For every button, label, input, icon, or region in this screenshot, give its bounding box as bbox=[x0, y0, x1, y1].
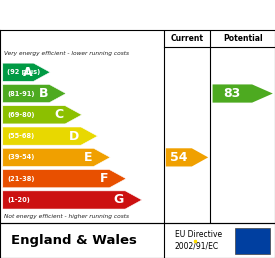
Text: 2002/91/EC: 2002/91/EC bbox=[175, 241, 219, 250]
Bar bbox=[235, 228, 270, 254]
Polygon shape bbox=[166, 148, 208, 166]
Text: B: B bbox=[39, 87, 48, 100]
Text: G: G bbox=[114, 194, 124, 206]
Polygon shape bbox=[3, 191, 142, 209]
Text: F: F bbox=[100, 172, 108, 185]
Text: Current: Current bbox=[170, 34, 204, 43]
Text: D: D bbox=[69, 130, 80, 143]
Text: (92 plus): (92 plus) bbox=[7, 69, 40, 75]
Text: Very energy efficient - lower running costs: Very energy efficient - lower running co… bbox=[4, 51, 129, 56]
Text: (1-20): (1-20) bbox=[7, 197, 30, 203]
Text: Not energy efficient - higher running costs: Not energy efficient - higher running co… bbox=[4, 214, 129, 219]
Text: 83: 83 bbox=[224, 87, 241, 100]
Polygon shape bbox=[3, 148, 110, 166]
Polygon shape bbox=[3, 127, 98, 145]
Polygon shape bbox=[213, 84, 273, 103]
Text: Potential: Potential bbox=[223, 34, 263, 43]
Text: (21-38): (21-38) bbox=[7, 176, 34, 182]
Text: E: E bbox=[84, 151, 92, 164]
Text: (69-80): (69-80) bbox=[7, 112, 34, 118]
Text: (39-54): (39-54) bbox=[7, 154, 34, 160]
Text: England & Wales: England & Wales bbox=[11, 234, 137, 247]
Text: A: A bbox=[23, 66, 32, 79]
Polygon shape bbox=[3, 170, 126, 188]
Text: 54: 54 bbox=[170, 151, 188, 164]
Text: (55-68): (55-68) bbox=[7, 133, 34, 139]
Text: Energy Efficiency Rating: Energy Efficiency Rating bbox=[8, 7, 210, 22]
Polygon shape bbox=[3, 63, 50, 81]
Polygon shape bbox=[3, 106, 82, 124]
Polygon shape bbox=[3, 84, 66, 103]
Text: EU Directive: EU Directive bbox=[175, 230, 222, 239]
Text: (81-91): (81-91) bbox=[7, 91, 34, 96]
Text: C: C bbox=[55, 108, 64, 121]
